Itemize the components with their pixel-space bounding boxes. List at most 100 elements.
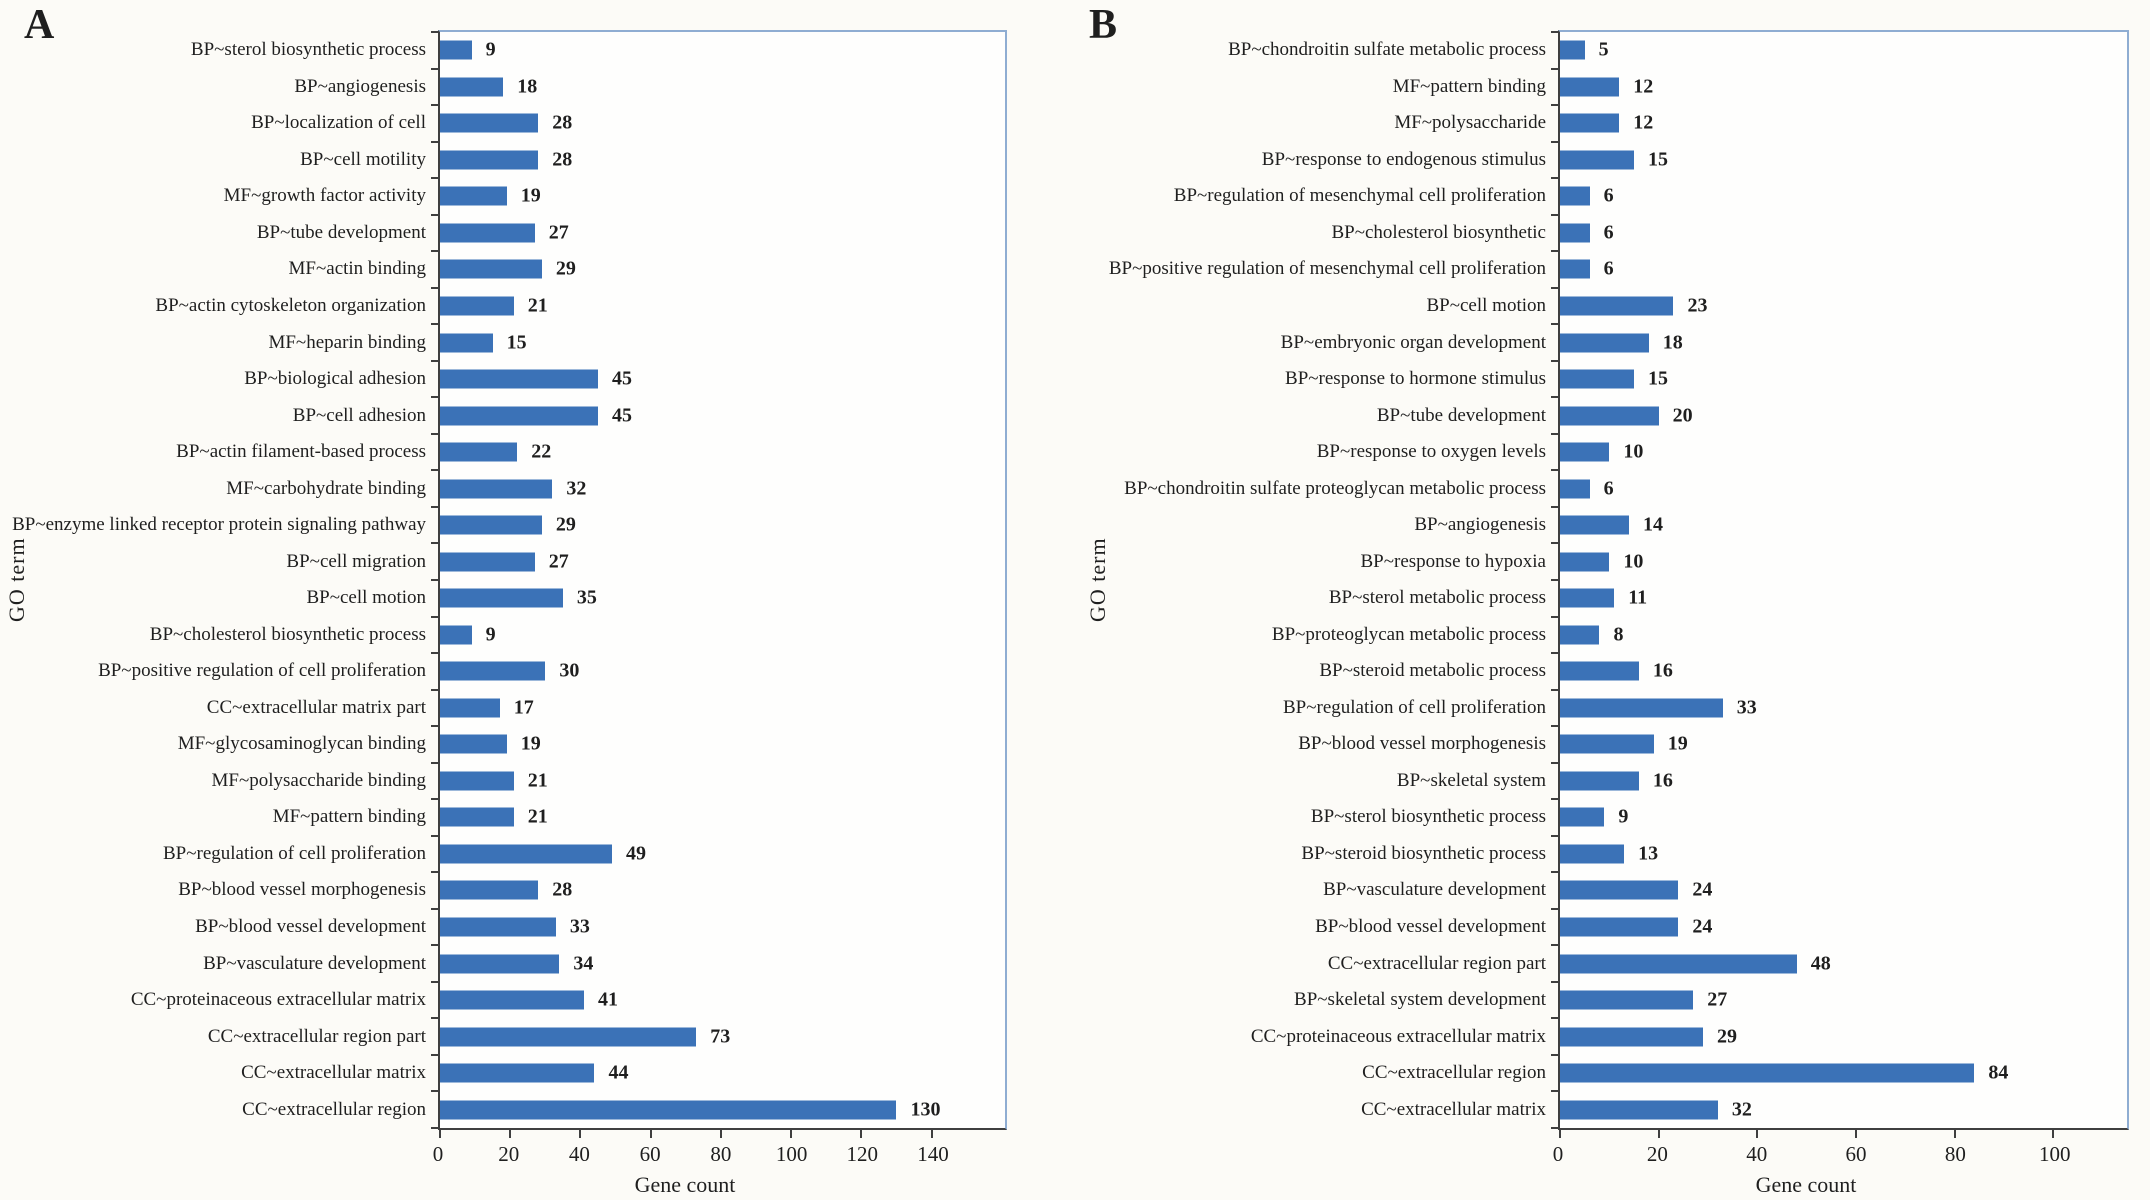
category-label: BP~response to endogenous stimulus — [1261, 148, 1546, 170]
bar-row: 19 — [1560, 726, 2127, 763]
x-tick-label: 20 — [1646, 1142, 1668, 1166]
bar — [440, 807, 514, 827]
value-label: 19 — [520, 184, 541, 207]
bar — [440, 186, 507, 206]
bar-row: 23 — [1560, 288, 2127, 325]
value-label: 24 — [1692, 878, 1713, 901]
value-label: 45 — [611, 404, 632, 427]
x-axis-tick — [790, 1130, 793, 1138]
bar — [1560, 479, 1590, 499]
y-axis-tick — [431, 177, 438, 180]
bar — [440, 442, 518, 462]
category-labels-B: BP~chondroitin sulfate metabolic process… — [1109, 32, 1546, 1128]
bar — [1560, 186, 1590, 206]
bar — [1560, 369, 1634, 389]
bar-row: 29 — [440, 507, 1005, 544]
bar — [440, 1027, 697, 1047]
y-axis-tick — [431, 469, 438, 472]
value-label: 17 — [513, 696, 534, 719]
category-label: BP~steroid metabolic process — [1319, 660, 1546, 682]
value-label: 5 — [1598, 38, 1609, 61]
x-axis-tick — [930, 1130, 933, 1138]
x-axis-tick — [439, 1130, 441, 1138]
category-label: BP~actin filament-based process — [176, 441, 426, 463]
category-label: BP~blood vessel development — [195, 916, 426, 938]
y-axis-tick — [1551, 1017, 1558, 1020]
y-axis-tick — [1551, 542, 1558, 545]
y-axis-tick — [431, 31, 438, 33]
y-axis-tick — [1551, 1090, 1558, 1093]
bar — [440, 150, 539, 170]
y-axis-tick — [431, 944, 438, 947]
bar-row: 15 — [1560, 142, 2127, 179]
value-label: 15 — [506, 331, 527, 354]
y-axis-tick — [1551, 31, 1558, 33]
x-axis-tick — [649, 1130, 652, 1138]
bar — [1560, 515, 1630, 535]
category-label: BP~response to hormone stimulus — [1285, 368, 1546, 390]
category-label: BP~chondroitin sulfate proteoglycan meta… — [1124, 477, 1546, 499]
y-axis-tick — [431, 1127, 438, 1129]
y-axis-tick — [431, 396, 438, 399]
category-label: BP~steroid biosynthetic process — [1301, 842, 1546, 864]
bar-row: 14 — [1560, 507, 2127, 544]
value-label: 6 — [1603, 257, 1614, 280]
bar-row: 73 — [440, 1018, 1005, 1055]
bar-row: 45 — [440, 361, 1005, 398]
value-label: 49 — [626, 842, 647, 865]
bar-row: 11 — [1560, 580, 2127, 617]
category-label: CC~extracellular region part — [207, 1025, 426, 1047]
category-label: BP~enzyme linked receptor protein signal… — [12, 514, 426, 536]
category-label: BP~cell motility — [300, 148, 426, 170]
bar-row: 20 — [1560, 397, 2127, 434]
category-label: BP~regulation of cell proliferation — [1282, 696, 1546, 718]
bar — [440, 77, 504, 97]
value-label: 73 — [710, 1025, 731, 1048]
y-axis-tick — [431, 104, 438, 107]
bar-row: 27 — [1560, 982, 2127, 1019]
bar-row: 32 — [440, 470, 1005, 507]
y-axis-tick — [1551, 1053, 1558, 1056]
bar — [1560, 1100, 1718, 1120]
y-axis-tick — [431, 1090, 438, 1093]
y-axis-tick — [1551, 323, 1558, 326]
value-label: 34 — [573, 952, 594, 975]
y-axis-tick — [431, 140, 438, 143]
y-axis-tick — [431, 542, 438, 545]
category-label: BP~blood vessel development — [1315, 916, 1546, 938]
value-label: 13 — [1638, 842, 1659, 865]
bar — [1560, 259, 1590, 279]
bar-row: 49 — [440, 836, 1005, 873]
bar-row: 48 — [1560, 945, 2127, 982]
category-label: CC~extracellular region — [1362, 1062, 1546, 1084]
y-axis-tick — [1551, 250, 1558, 253]
bar — [440, 40, 472, 60]
value-label: 20 — [1672, 404, 1693, 427]
category-label: MF~carbohydrate binding — [226, 477, 426, 499]
bar-row: 16 — [1560, 653, 2127, 690]
category-label: MF~pattern binding — [1392, 75, 1546, 97]
bar-row: 28 — [440, 105, 1005, 142]
bar — [440, 369, 598, 389]
category-label: BP~response to oxygen levels — [1316, 441, 1546, 463]
y-axis-tick — [1551, 615, 1558, 618]
bar-row: 30 — [440, 653, 1005, 690]
x-axis-tick — [719, 1130, 722, 1138]
bar — [1560, 223, 1590, 243]
bar-row: 21 — [440, 288, 1005, 325]
y-axis-tick — [431, 505, 438, 508]
bar — [1560, 990, 1694, 1010]
value-label: 44 — [608, 1061, 629, 1084]
value-label: 18 — [517, 75, 538, 98]
category-label: BP~skeletal system development — [1294, 989, 1546, 1011]
x-axis-tick — [860, 1130, 863, 1138]
category-label: BP~regulation of mesenchymal cell prolif… — [1173, 185, 1546, 207]
category-label: BP~blood vessel morphogenesis — [1298, 733, 1546, 755]
y-axis-tick — [431, 834, 438, 837]
bar — [440, 917, 556, 937]
bar-row: 44 — [440, 1055, 1005, 1092]
category-label: BP~cholesterol biosynthetic process — [149, 623, 426, 645]
bar-row: 6 — [1560, 470, 2127, 507]
bar-row: 33 — [1560, 690, 2127, 727]
bar-row: 10 — [1560, 434, 2127, 471]
